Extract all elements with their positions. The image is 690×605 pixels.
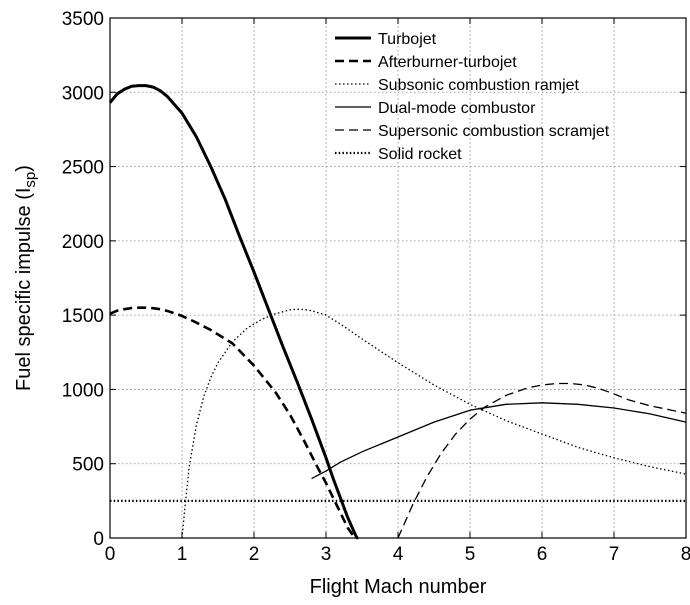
y-axis-title-main: Fuel specific impulse (I [13,188,35,391]
series-line-3 [311,402,687,480]
x-tick-label: 5 [465,544,476,565]
series-line-1 [109,306,359,540]
x-tick-label: 3 [321,544,332,565]
y-tick-label: 500 [72,455,104,476]
x-tick-label: 0 [105,544,116,565]
x-axis: 0 1 2 3 4 5 6 7 8 [105,18,690,565]
x-tick-label: 8 [681,544,690,565]
y-axis: 0 500 1000 1500 2000 2500 3000 3500 [62,9,686,550]
y-tick-label: 3500 [62,9,104,30]
series-line-4 [397,382,687,539]
legend-label: Subsonic combustion ramjet [378,77,580,94]
x-tick-label: 1 [177,544,188,565]
x-tick-label: 7 [609,544,620,565]
x-tick-label: 2 [249,544,260,565]
y-axis-title-subscript: sp [22,172,39,188]
grid-lines [110,18,686,538]
x-tick-label: 6 [537,544,548,565]
legend-label: Dual-mode combustor [378,100,536,117]
x-axis-title: Flight Mach number [310,576,487,598]
y-tick-label: 0 [93,529,104,550]
series-line-2 [181,308,687,539]
series-layer [108,84,687,540]
legend: Turbojet Afterburner-turbojet Subsonic com… [335,31,610,163]
legend-label: Supersonic combustion scramjet [378,123,610,140]
legend-label: Turbojet [378,31,437,48]
legend-label: Afterburner-turbojet [378,54,517,71]
y-tick-label: 1500 [62,306,104,327]
legend-label: Solid rocket [378,146,462,163]
x-tick-label: 4 [393,544,404,565]
y-axis-title-close: ) [13,165,35,172]
y-tick-label: 2000 [62,232,104,253]
y-tick-label: 3000 [62,83,104,104]
y-axis-title: Fuel specific impulse (Isp) [13,165,39,391]
y-tick-label: 2500 [62,158,104,179]
series-line-0 [108,84,359,539]
y-tick-label: 1000 [62,380,104,401]
